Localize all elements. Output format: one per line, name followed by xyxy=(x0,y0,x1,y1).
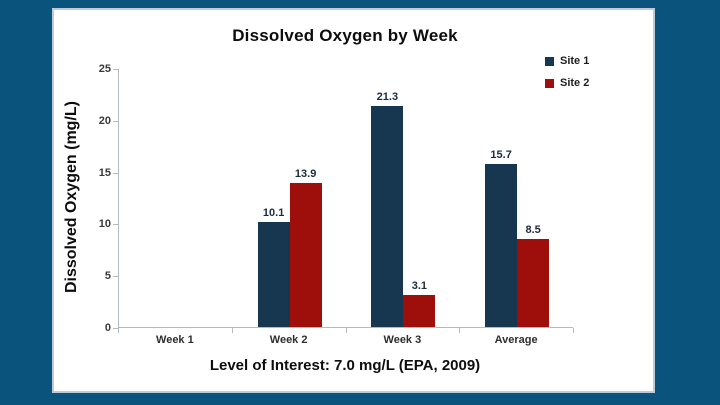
bar-value-label: 3.1 xyxy=(411,279,428,292)
y-tick-label: 25 xyxy=(98,63,111,75)
x-category-label: Average xyxy=(494,334,538,346)
legend-label: Site 2 xyxy=(560,77,590,89)
legend-label: Site 1 xyxy=(560,55,590,67)
bar-value-label: 21.3 xyxy=(376,91,399,104)
y-tick-label: 5 xyxy=(104,270,111,283)
y-tick-label: 10 xyxy=(98,218,111,231)
y-tick-mark xyxy=(113,328,118,329)
x-tick-mark xyxy=(231,328,233,333)
x-category-label: Week 3 xyxy=(383,334,422,346)
plot-area: 10.1 21.3 15.7 13.9 3.1 8.5 xyxy=(118,69,573,328)
x-tick-mark xyxy=(118,328,119,333)
chart-footnote: Level of Interest: 7.0 mg/L (EPA, 2009) xyxy=(209,357,481,374)
x-tick-mark xyxy=(345,328,347,333)
bar-site-2-week-2: 13.9 xyxy=(289,168,322,327)
y-axis-title: Dissolved Oxygen (mg/L) xyxy=(63,100,80,294)
y-tick-label: 15 xyxy=(98,166,111,179)
legend-swatch-icon xyxy=(545,56,554,66)
y-tick-label: 20 xyxy=(98,114,111,127)
bar-site-1-week-2: 10.1 xyxy=(257,207,290,327)
x-tick-mark xyxy=(573,328,574,333)
bar-site-2-average: 8.5 xyxy=(517,224,550,327)
bar-value-label: 10.1 xyxy=(262,207,285,220)
x-category-label: Week 2 xyxy=(269,334,308,346)
legend: Site 1 Site 2 xyxy=(545,55,589,99)
bar-value-label: 8.5 xyxy=(525,223,541,236)
y-tick-label: 0 xyxy=(104,322,111,334)
y-tick-mark xyxy=(113,120,118,122)
x-tick-mark xyxy=(459,328,461,333)
legend-item-site-1: Site 1 xyxy=(545,55,589,67)
legend-item-site-2: Site 2 xyxy=(545,77,589,89)
bar-site-2-week-3: 3.1 xyxy=(403,280,436,327)
bar-value-label: 15.7 xyxy=(490,149,512,162)
y-tick-mark xyxy=(113,224,118,226)
bar-site-1-week-3: 21.3 xyxy=(371,91,404,327)
y-tick-mark xyxy=(113,69,118,70)
bar-site-1-average: 15.7 xyxy=(485,149,518,327)
y-tick-mark xyxy=(113,172,118,174)
x-category-label: Week 1 xyxy=(156,334,194,346)
bar-value-label: 13.9 xyxy=(294,168,317,180)
chart-title: Dissolved Oxygen by Week xyxy=(232,26,458,45)
chart-panel: Dissolved Oxygen by Week Dissolved Oxyge… xyxy=(52,8,655,393)
y-tick-mark xyxy=(113,276,118,278)
legend-swatch-icon xyxy=(545,78,554,88)
